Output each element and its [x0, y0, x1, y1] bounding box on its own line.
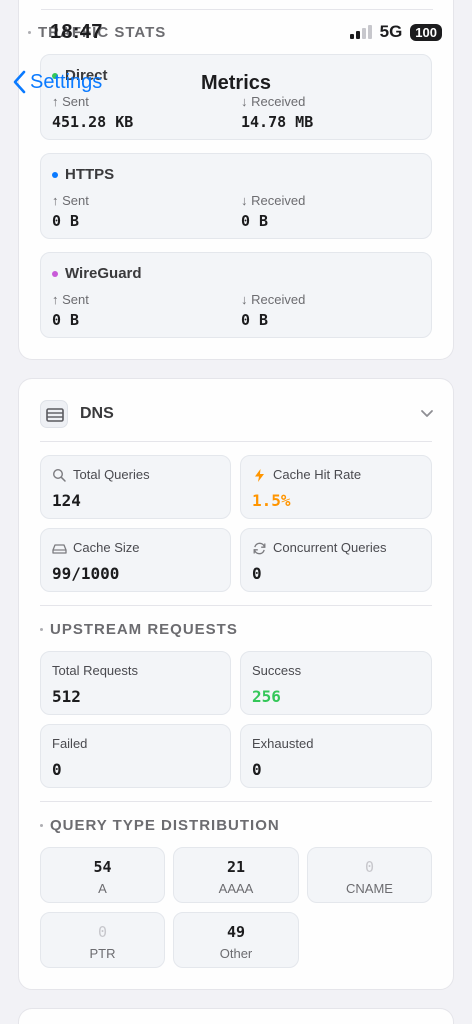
dns-header-divider — [40, 441, 432, 442]
stat-value: 124 — [52, 491, 81, 510]
sent-value: 0 B — [52, 311, 80, 329]
received-label: ↓ Received — [241, 292, 306, 307]
stat-tile-cache-hit-rate: Cache Hit Rate 1.5% — [240, 455, 432, 519]
stat-tile-total-queries: Total Queries 124 — [40, 455, 231, 519]
query-type-count: 0 — [97, 923, 108, 941]
query-type-count: 0 — [364, 858, 375, 876]
stat-tile-concurrent-queries: Concurrent Queries 0 — [240, 528, 432, 592]
stat-tile-exhausted: Exhausted 0 — [240, 724, 432, 788]
protocol-name: Direct — [65, 67, 108, 84]
stat-label: Total Requests — [52, 663, 138, 678]
stat-value: 512 — [52, 687, 81, 706]
protocol-tile-wireguard: WireGuard ↑ Sent 0 B ↓ Received 0 B — [40, 252, 432, 338]
stat-value: 1.5% — [252, 491, 291, 510]
status-dot-icon — [52, 271, 58, 277]
stat-label: Exhausted — [252, 736, 314, 751]
stat-tile-failed: Failed 0 — [40, 724, 231, 788]
query-type-label: CNAME — [346, 881, 393, 896]
stat-label: Concurrent Queries — [273, 540, 387, 555]
stat-tile-success: Success 256 — [240, 651, 432, 715]
sent-label: ↑ Sent — [52, 94, 89, 109]
received-label: ↓ Received — [241, 94, 306, 109]
refresh-icon — [253, 542, 266, 555]
protocol-tile-https: HTTPS ↑ Sent 0 B ↓ Received 0 B — [40, 153, 432, 239]
stat-value: 256 — [252, 687, 281, 706]
network-type: 5G — [379, 22, 403, 41]
status-bar: 18:47 5G 100 — [0, 0, 472, 60]
navigation-bar: Settings Metrics — [0, 62, 472, 106]
query-type-tile-cname: 0 CNAME — [307, 847, 432, 903]
back-button-label: Settings — [30, 70, 103, 93]
received-value: 0 B — [241, 212, 269, 230]
sent-label: ↑ Sent — [52, 193, 89, 208]
stat-label: Success — [252, 663, 302, 678]
stat-label: Failed — [52, 736, 88, 751]
status-dot-icon — [52, 172, 58, 178]
stat-label: Total Queries — [73, 467, 150, 482]
status-dot-icon — [52, 73, 58, 79]
stat-label: Cache Size — [73, 540, 140, 555]
back-button[interactable]: Settings — [12, 70, 102, 94]
query-type-label: Other — [219, 946, 253, 961]
drive-icon — [52, 544, 67, 554]
stat-value: 99/1000 — [52, 564, 120, 583]
sent-value: 0 B — [52, 212, 80, 230]
stat-value: 0 — [52, 760, 62, 779]
received-label: ↓ Received — [241, 193, 306, 208]
protocol-name: HTTPS — [65, 166, 115, 183]
query-type-tile-other: 49 Other — [173, 912, 299, 968]
protocol-name: WireGuard — [65, 265, 142, 282]
server-icon — [40, 400, 68, 428]
query-type-label: A — [98, 881, 107, 896]
search-icon — [52, 468, 66, 482]
received-value: 0 B — [241, 311, 269, 329]
signal-icon — [349, 25, 372, 39]
stat-label: Cache Hit Rate — [273, 467, 362, 482]
sent-value: 451.28 KB — [52, 113, 134, 131]
stat-value: 0 — [252, 564, 262, 583]
received-value: 14.78 MB — [241, 113, 314, 131]
bolt-icon — [255, 469, 264, 482]
stat-tile-cache-size: Cache Size 99/1000 — [40, 528, 231, 592]
next-card — [18, 1008, 454, 1024]
page-title: Metrics — [200, 72, 272, 94]
query-type-label: AAAA — [218, 881, 254, 896]
traffic-section-title: TRAFFIC STATS — [27, 24, 167, 41]
query-type-count: 21 — [226, 858, 246, 876]
upstream-divider — [40, 605, 432, 606]
query-type-count: 49 — [226, 923, 246, 941]
stat-tile-total-requests: Total Requests 512 — [40, 651, 231, 715]
dns-title: DNS — [80, 405, 114, 422]
upstream-section-title: UPSTREAM REQUESTS — [40, 621, 238, 638]
sent-label: ↑ Sent — [52, 292, 89, 307]
dns-header[interactable]: DNS — [40, 398, 434, 432]
status-indicators: 5G 100 — [349, 22, 442, 42]
traffic-divider — [41, 9, 433, 10]
battery-icon: 100 — [410, 23, 442, 41]
stat-value: 0 — [252, 760, 262, 779]
query-type-tile-aaaa: 21 AAAA — [173, 847, 299, 903]
query-type-tile-ptr: 0 PTR — [40, 912, 165, 968]
query-type-divider — [40, 801, 432, 802]
status-time: 18:47 — [50, 21, 103, 43]
query-type-label: PTR — [89, 946, 116, 961]
query-type-tile-a: 54 A — [40, 847, 165, 903]
query-type-section-title: QUERY TYPE DISTRIBUTION — [40, 817, 280, 834]
chevron-down-icon — [421, 410, 433, 417]
chevron-left-icon — [13, 70, 26, 94]
protocol-tile-direct: Direct ↑ Sent 451.28 KB ↓ Received 14.78… — [40, 54, 432, 140]
query-type-count: 54 — [93, 858, 112, 876]
